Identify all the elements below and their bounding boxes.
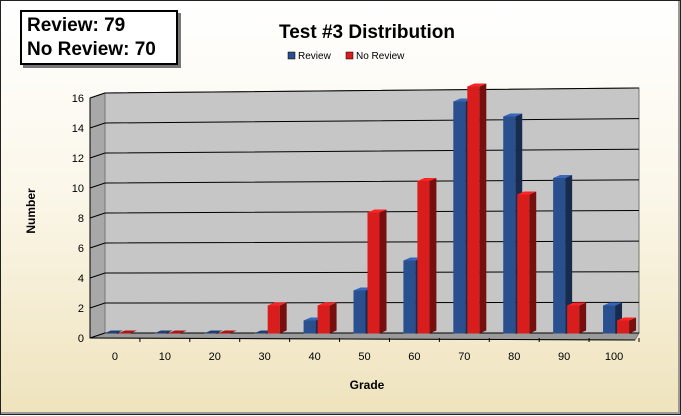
x-tick-label: 50 bbox=[358, 351, 370, 363]
y-tick-label: 0 bbox=[78, 333, 84, 345]
x-tick-label: 80 bbox=[508, 351, 520, 363]
y-tick-label: 10 bbox=[72, 183, 84, 195]
x-tick-label: 70 bbox=[458, 351, 470, 363]
bar-no-review bbox=[217, 330, 237, 334]
legend-label: No Review bbox=[356, 51, 405, 62]
gridline bbox=[89, 87, 640, 99]
no-review-average-text: No Review: 70 bbox=[27, 39, 156, 60]
bar-no-review bbox=[117, 330, 137, 334]
x-tick-label: 40 bbox=[308, 351, 320, 363]
bar-review bbox=[203, 330, 223, 334]
bar-no-review bbox=[567, 302, 587, 334]
y-tick-label: 16 bbox=[72, 93, 84, 105]
y-tick-label: 8 bbox=[78, 213, 84, 225]
bar-no-review bbox=[417, 178, 437, 334]
y-axis-title: Number bbox=[24, 188, 38, 234]
chart-title: Test #3 Distribution bbox=[279, 22, 455, 43]
y-tick-label: 14 bbox=[72, 123, 84, 135]
bar-no-review bbox=[467, 83, 487, 334]
bar-review bbox=[103, 330, 123, 334]
bar-review bbox=[553, 175, 573, 334]
review-average-text: Review: 79 bbox=[27, 15, 126, 36]
x-tick-label: 60 bbox=[408, 351, 420, 363]
x-tick-label: 20 bbox=[209, 351, 221, 363]
bar-review bbox=[153, 330, 173, 334]
y-tick-label: 12 bbox=[72, 153, 84, 165]
legend-swatch bbox=[345, 51, 354, 60]
bar-no-review bbox=[167, 330, 187, 334]
x-tick-label: 90 bbox=[558, 351, 570, 363]
legend-swatch bbox=[287, 51, 296, 60]
x-axis bbox=[89, 337, 636, 341]
y-tick-label: 6 bbox=[78, 243, 84, 255]
bar-no-review bbox=[367, 209, 387, 334]
class-average-box: Review: 79 No Review: 70 bbox=[20, 10, 178, 65]
bar-no-review bbox=[267, 302, 287, 334]
y-tick-label: 4 bbox=[78, 273, 84, 285]
y-tick-label: 2 bbox=[78, 303, 84, 315]
x-tick-label: 0 bbox=[112, 351, 118, 363]
x-tick-label: 10 bbox=[159, 351, 171, 363]
x-tick-label: 100 bbox=[605, 351, 623, 363]
legend-label: Review bbox=[298, 51, 332, 62]
x-tick-label: 30 bbox=[259, 351, 271, 363]
bar-no-review bbox=[317, 302, 337, 334]
bar-no-review bbox=[617, 317, 637, 334]
bar-no-review bbox=[517, 191, 537, 334]
x-axis-title: Grade bbox=[350, 378, 385, 392]
